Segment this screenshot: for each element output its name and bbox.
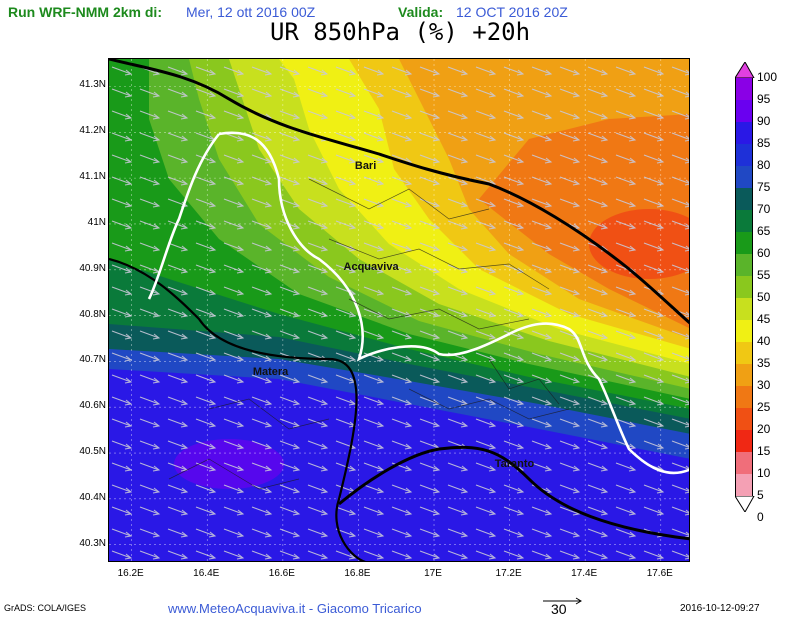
site-credit[interactable]: www.MeteoAcquaviva.it - Giacomo Tricaric… [168, 601, 422, 616]
legend-level: 100 [757, 70, 778, 84]
legend-level: 15 [757, 444, 771, 458]
wind-reference-arrow [543, 597, 582, 605]
map-canvas: Bari Acquaviva Matera Taranto [109, 59, 689, 561]
place-label: Bari [355, 160, 376, 172]
legend-swatch [735, 430, 753, 452]
lat-tick: 40.3N [79, 537, 106, 549]
places: Bari Acquaviva Matera Taranto [253, 160, 535, 470]
wind-vectors [109, 59, 689, 561]
valid-label: Valida: [398, 4, 444, 20]
legend-level: 35 [757, 356, 771, 370]
legend-swatch [735, 210, 753, 232]
lat-tick: 40.5N [79, 446, 106, 458]
grads-credit: GrADS: COLA/IGES [4, 603, 87, 613]
legend-level: 85 [757, 136, 771, 150]
legend-swatch [735, 298, 753, 320]
lon-tick: 17.6E [646, 568, 673, 579]
legend-level: 20 [757, 422, 771, 436]
legend-swatch [735, 342, 753, 364]
legend-swatch [735, 100, 753, 122]
legend-swatch [735, 364, 753, 386]
render-timestamp: 2016-10-12-09:27 [680, 603, 760, 614]
municipal-borders [168, 178, 570, 490]
legend-swatch [735, 122, 753, 144]
legend-swatch [735, 254, 753, 276]
legend-level: 70 [757, 202, 771, 216]
lat-tick: 40.4N [79, 491, 106, 503]
map-title: UR 850hPa (%) +20h [269, 18, 531, 46]
legend-level: 90 [757, 114, 771, 128]
legend-level: 40 [757, 334, 771, 348]
legend-level: 0 [757, 510, 764, 524]
lat-tick: 41.3N [79, 79, 106, 91]
legend-swatch [735, 166, 753, 188]
legend-level: 80 [757, 158, 771, 172]
lat-tick: 40.6N [79, 400, 106, 412]
legend-swatch [735, 232, 753, 254]
legend-swatch [735, 276, 753, 298]
legend-level: 95 [757, 92, 771, 106]
legend-level: 55 [757, 268, 771, 282]
lat-tick: 41.1N [79, 171, 106, 183]
legend-swatch [735, 188, 753, 210]
legend-swatch [735, 78, 753, 100]
region-border [147, 131, 689, 475]
legend-level: 30 [757, 378, 771, 392]
legend-level: 60 [757, 246, 771, 260]
run-date: Mer, 12 ott 2016 00Z [186, 4, 316, 20]
legend-swatch [735, 408, 753, 430]
border-black [109, 257, 367, 561]
lon-tick: 17.2E [495, 568, 522, 579]
lon-tick: 16.8E [344, 568, 371, 579]
lon-tick: 16.6E [268, 568, 295, 579]
place-label: Matera [253, 366, 289, 378]
humidity-map: Bari Acquaviva Matera Taranto [108, 58, 690, 562]
lat-tick: 41.2N [79, 125, 106, 137]
legend-swatch [735, 452, 753, 474]
lat-tick: 40.8N [79, 308, 106, 320]
legend-level: 45 [757, 312, 771, 326]
lon-tick: 17.4E [571, 568, 598, 579]
lon-tick: 17E [424, 568, 442, 579]
lat-tick: 41N [87, 216, 106, 228]
legend-swatch [735, 144, 753, 166]
place-label: Acquaviva [344, 261, 400, 273]
legend-level: 10 [757, 466, 771, 480]
legend-level: 75 [757, 180, 771, 194]
lat-tick: 40.7N [79, 354, 106, 366]
legend-top-arrow [735, 62, 755, 78]
run-label: Run WRF-NMM 2km di: [8, 4, 162, 20]
place-label: Taranto [495, 458, 535, 470]
map-grid [109, 59, 689, 561]
legend-swatch [735, 386, 753, 408]
legend-bottom-arrow [735, 496, 755, 512]
lon-tick: 16.4E [193, 568, 220, 579]
legend-level: 5 [757, 488, 764, 502]
legend-level: 50 [757, 290, 771, 304]
wind-reference-value: 30 [551, 601, 567, 617]
adriatic-coastline [109, 59, 689, 325]
lon-tick: 16.2E [117, 568, 144, 579]
lat-tick: 40.9N [79, 262, 106, 274]
legend-swatch [735, 320, 753, 342]
legend-swatch [735, 474, 753, 496]
legend-level: 65 [757, 224, 771, 238]
valid-date: 12 OCT 2016 20Z [456, 4, 568, 20]
ionian-coastline [338, 445, 689, 541]
legend-level: 25 [757, 400, 771, 414]
